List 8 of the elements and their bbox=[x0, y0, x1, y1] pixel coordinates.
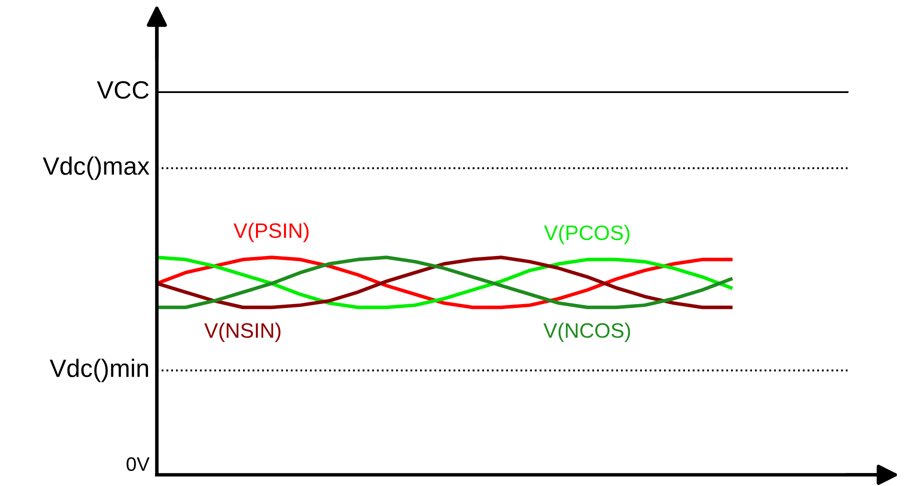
series-label: V(NSIN) bbox=[204, 322, 280, 342]
series-label: V(NCOS) bbox=[543, 322, 630, 342]
annotation: 0V bbox=[126, 457, 150, 471]
ref-line-label: VCC bbox=[96, 81, 149, 99]
ref-line-label: Vdc()max bbox=[42, 156, 150, 180]
series-label: V(PCOS) bbox=[544, 224, 630, 244]
series-label: V(PSIN) bbox=[234, 222, 309, 242]
ref-line-label: Vdc()min bbox=[50, 358, 148, 382]
